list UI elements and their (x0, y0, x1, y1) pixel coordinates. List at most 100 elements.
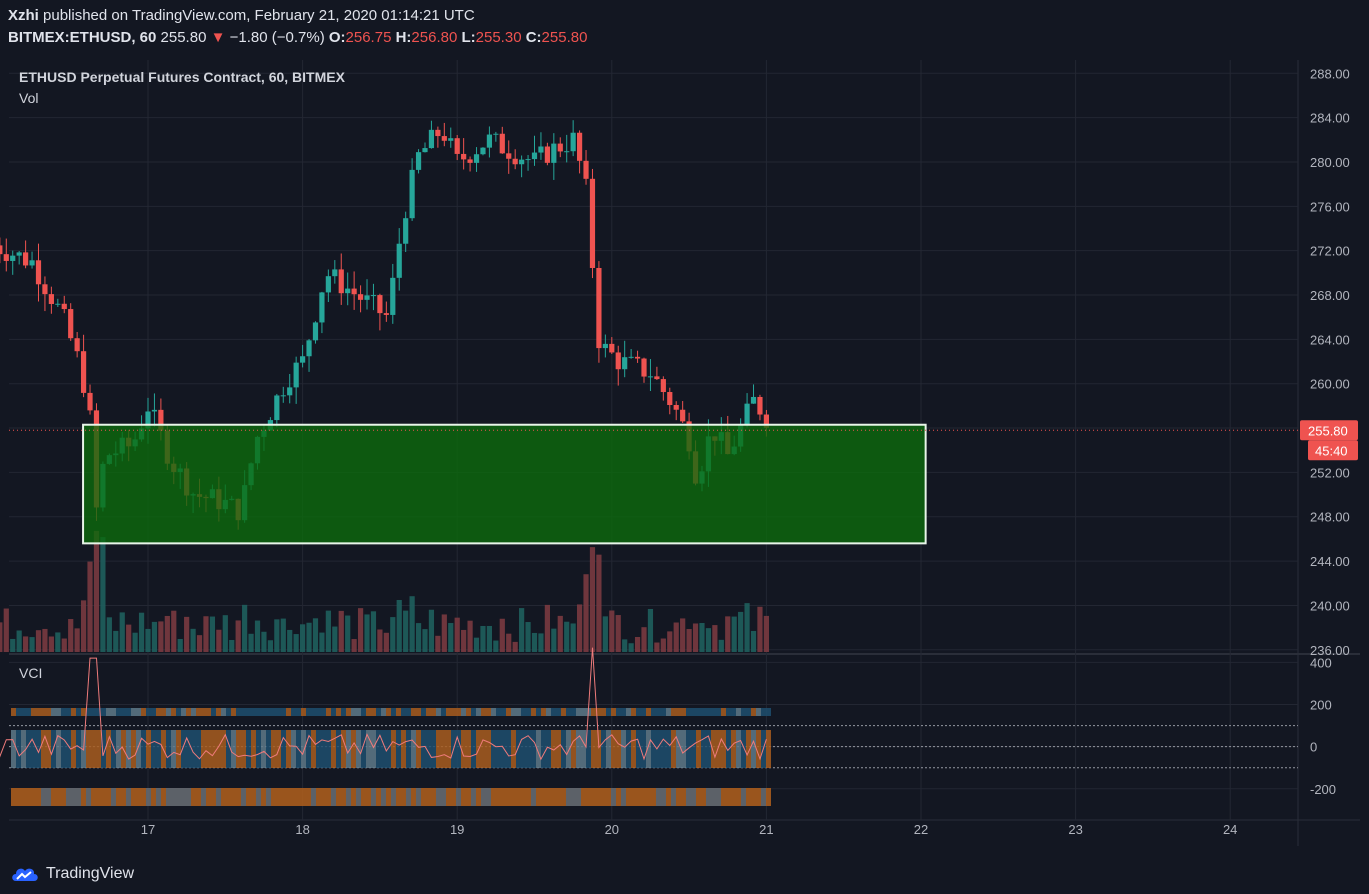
published-text: published on TradingView.com, February 2… (43, 7, 475, 24)
down-arrow-icon: ▼ (210, 29, 226, 46)
vci-heat-cell (26, 788, 31, 806)
vci-heat-cell (216, 708, 221, 716)
vci-heat-cell (741, 730, 746, 768)
vci-heat-cell (241, 788, 246, 806)
candle-body (158, 409, 164, 431)
vci-heat-cell (751, 788, 756, 806)
volume-bar (686, 629, 692, 652)
candle-body (35, 260, 42, 285)
vci-heat-cell (161, 708, 166, 716)
x-tick-label: 20 (605, 822, 619, 837)
vci-heat-cell (681, 788, 686, 806)
vci-heat-cell (246, 730, 251, 768)
vci-heat-cell (756, 730, 761, 768)
vci-heat-cell (476, 788, 481, 806)
author-name[interactable]: Xzhi (8, 7, 39, 24)
vci-heat-cell (561, 708, 566, 716)
x-tick-label: 17 (141, 822, 155, 837)
vci-heat-cell (236, 730, 241, 768)
vci-heat-cell (31, 708, 36, 716)
vci-heat-cell (201, 708, 206, 716)
vci-heat-cell (746, 708, 751, 716)
volume-bar (738, 611, 744, 652)
vci-heat-cell (261, 788, 266, 806)
vci-heat-cell (701, 788, 706, 806)
vci-heat-cell (76, 730, 81, 768)
tradingview-logo[interactable]: TradingView (10, 864, 134, 884)
vci-heat-cell (481, 708, 486, 716)
vci-heat-cell (396, 708, 401, 716)
volume-bar (222, 615, 228, 652)
volume-bar (525, 622, 531, 652)
y-tick-label: 276.00 (1310, 199, 1350, 214)
vci-heat-cell (231, 708, 236, 716)
countdown-tag-bg (1308, 440, 1358, 461)
vci-heat-cell (101, 730, 106, 768)
vci-heat-cell (526, 730, 531, 768)
vci-heat-cell (501, 788, 506, 806)
vci-heat-cell (301, 708, 306, 716)
vci-heat-cell (741, 708, 746, 716)
vci-heat-cell (416, 730, 421, 768)
vci-heat-cell (596, 788, 601, 806)
candle-body (3, 254, 9, 261)
volume-bar (319, 632, 325, 652)
candle-body (454, 138, 460, 154)
vci-heat-cell (736, 730, 741, 768)
volume-bar (660, 638, 666, 652)
y-tick-label: 244.00 (1310, 554, 1350, 569)
vci-heat-cell (441, 788, 446, 806)
vci-heat-cell (131, 708, 136, 716)
volume-bar (647, 608, 654, 652)
vci-heat-cell (181, 730, 186, 768)
vci-heat-cell (586, 788, 591, 806)
vci-heat-cell (306, 708, 311, 716)
candle-body (570, 132, 576, 152)
candle-body (29, 260, 35, 266)
volume-bar (596, 554, 602, 652)
volume-bar (119, 612, 125, 652)
vci-heat-cell (346, 708, 351, 716)
vci-heat-cell (281, 788, 286, 806)
volume-bar (512, 641, 518, 652)
vci-heat-cell (11, 708, 16, 716)
vci-heat-cell (336, 730, 341, 768)
volume-bar (634, 636, 641, 652)
volume-bar (0, 622, 3, 652)
vci-heat-cell (106, 788, 111, 806)
volume-bar (461, 629, 467, 652)
vci-heat-cell (146, 788, 151, 806)
y-tick-label: 272.00 (1310, 244, 1350, 259)
vci-heat-cell (91, 788, 96, 806)
vci-heat-cell (566, 730, 571, 768)
candle-body (499, 133, 505, 154)
vci-heat-cell (521, 788, 526, 806)
vci-heat-cell (216, 730, 221, 768)
vci-heat-cell (66, 730, 71, 768)
vci-heat-cell (71, 708, 76, 716)
vci-heat-cell (141, 708, 146, 716)
vci-heat-cell (676, 708, 681, 716)
vci-heat-cell (676, 788, 681, 806)
vci-heat-cell (351, 788, 356, 806)
vci-heat-cell (731, 708, 736, 716)
vci-heat-cell (621, 708, 626, 716)
price-chart[interactable]: 288.00 284.00 280.00 276.00 272.00 268.00 264.… (0, 0, 1369, 850)
vci-heat-cell (21, 708, 26, 716)
vci-heat-cell (566, 788, 571, 806)
vci-heat-cell (591, 788, 596, 806)
vci-heat-cell (191, 730, 196, 768)
vci-heat-cell (461, 730, 466, 768)
vci-heat-cell (271, 708, 276, 716)
volume-bar (757, 606, 763, 652)
vci-heat-cell (171, 788, 176, 806)
vci-heat-cell (96, 730, 101, 768)
volume-bar (261, 631, 267, 652)
vci-heat-cell (291, 708, 296, 716)
volume-bar (254, 620, 261, 652)
volume-bar (158, 621, 164, 652)
candle-body (634, 356, 641, 359)
vci-heat-cell (406, 730, 411, 768)
volume-bar (80, 600, 87, 652)
vci-heat-cell (291, 788, 296, 806)
